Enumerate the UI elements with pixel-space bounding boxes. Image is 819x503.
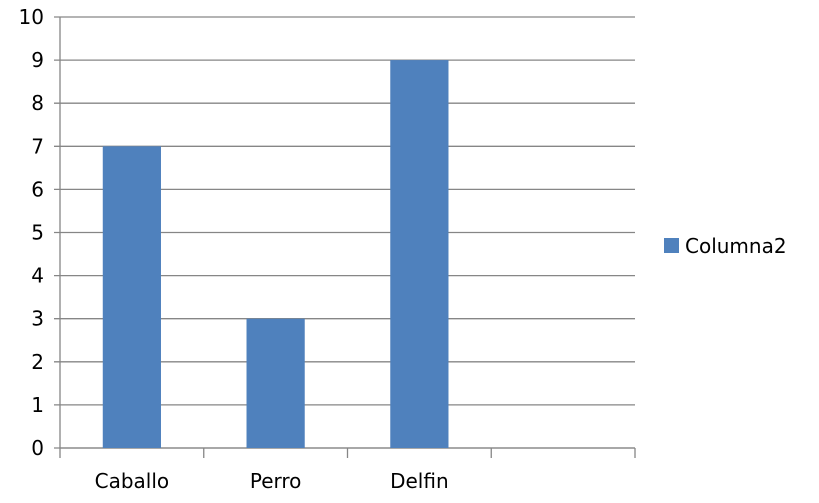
bar-delfin	[390, 60, 449, 448]
legend-label: Columna2	[685, 234, 787, 258]
y-tick-label-1: 1	[31, 393, 44, 417]
y-tick-label-3: 3	[31, 307, 44, 331]
bar-perro	[246, 318, 305, 448]
y-tick-label-4: 4	[31, 264, 44, 288]
bar-caballo	[102, 146, 161, 449]
axis-labels: 0 1 2 3 4 5 6 7 8 9 10 Caballo Perro Delfin	[19, 5, 449, 493]
y-tick-label-2: 2	[31, 350, 44, 374]
y-tick-label-5: 5	[31, 221, 44, 245]
y-tick-label-8: 8	[31, 91, 44, 115]
y-tick-label-7: 7	[31, 134, 44, 158]
y-tick-label-10: 10	[19, 5, 44, 29]
y-tick-label-6: 6	[31, 177, 44, 201]
legend: Columna2	[664, 234, 787, 258]
y-tick-label-0: 0	[31, 436, 44, 460]
y-tick-label-9: 9	[31, 48, 44, 72]
x-tick-label-delfin: Delfin	[390, 469, 449, 493]
x-tick-label-caballo: Caballo	[95, 469, 170, 493]
bars	[102, 60, 449, 449]
legend-swatch	[664, 238, 679, 253]
x-tick-label-perro: Perro	[250, 469, 302, 493]
